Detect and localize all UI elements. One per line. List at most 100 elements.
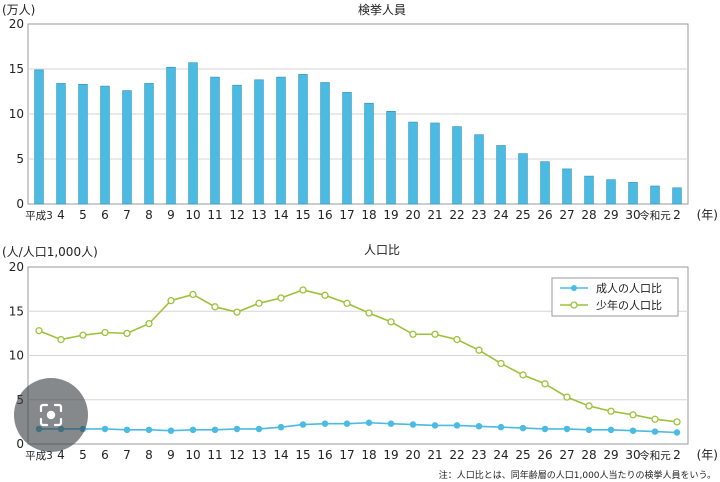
data-point (35, 327, 43, 335)
bar (364, 102, 374, 205)
x-tick-label: 26 (537, 208, 552, 222)
x-tick-label: 7 (123, 208, 131, 222)
y-tick-label: 15 (9, 62, 24, 76)
x-tick-label: 20 (405, 448, 420, 462)
x-tick-label: 14 (273, 208, 288, 222)
data-point (101, 328, 109, 337)
x-tick-label: 28 (581, 208, 596, 222)
data-point (123, 426, 131, 434)
bar (672, 187, 682, 205)
legend-label-juvenile: 少年の人口比 (596, 298, 662, 312)
data-point (189, 290, 197, 299)
google-lens-button[interactable] (14, 378, 88, 452)
data-point (651, 428, 659, 435)
bar (56, 83, 66, 205)
bar (188, 62, 198, 205)
data-point (629, 411, 637, 419)
x-tick-label: 25 (515, 448, 530, 462)
data-point (453, 335, 461, 344)
bar (166, 66, 176, 205)
x-tick-label: 12 (229, 208, 244, 222)
x-tick-label: 11 (207, 448, 222, 462)
data-point (563, 425, 571, 433)
x-tick-label: 30 (625, 208, 640, 222)
y-tick-label: 15 (9, 304, 24, 318)
bar (562, 168, 572, 205)
x-tick-label: 21 (427, 208, 442, 222)
data-point (519, 424, 527, 432)
x-tick-label: 14 (273, 448, 288, 462)
bar (122, 90, 132, 205)
data-point (101, 425, 109, 433)
x-tick-label: 10 (185, 208, 200, 222)
y-tick-label: 10 (9, 349, 24, 363)
data-point (607, 426, 615, 434)
x-tick-label: 19 (383, 448, 398, 462)
data-point (673, 429, 681, 436)
data-point (167, 427, 175, 434)
x-tick-label: 29 (603, 208, 618, 222)
legend-marker-adult (571, 285, 577, 291)
data-point (453, 422, 461, 429)
bar (474, 134, 484, 205)
data-point (277, 294, 285, 302)
data-point (233, 425, 241, 433)
x-tick-label: 15 (295, 208, 310, 222)
x-tick-label: 8 (145, 208, 153, 222)
x-tick-label: 16 (317, 208, 332, 222)
bar (386, 111, 396, 205)
bar (628, 182, 638, 205)
x-tick-label: 25 (515, 208, 530, 222)
bar (276, 76, 286, 205)
data-point (365, 309, 373, 317)
x-tick-label: 24 (493, 208, 508, 222)
x-tick-label: 平成3 (25, 450, 53, 462)
x-tick-label: 8 (145, 448, 153, 462)
data-point (585, 426, 593, 434)
data-point (409, 330, 417, 338)
data-point (387, 318, 395, 326)
data-point (365, 419, 373, 427)
data-point (145, 319, 153, 328)
data-point (145, 426, 153, 434)
bar (298, 74, 308, 205)
x-tick-label: 23 (471, 448, 486, 462)
x-tick-label: 5 (79, 448, 87, 462)
data-point (673, 418, 681, 426)
x-tick-label: 12 (229, 448, 244, 462)
y-tick-label: 0 (16, 437, 24, 451)
x-tick-label: 26 (537, 448, 552, 462)
bar (34, 69, 44, 205)
x-tick-label: 22 (449, 448, 464, 462)
data-point (123, 329, 131, 338)
chart-title: 人口比 (364, 243, 400, 257)
data-point (167, 296, 175, 305)
footnote: 注：人口比とは、同年齢層の人口1,000人当たりの検挙人員をいう。 (439, 469, 716, 481)
data-point (321, 420, 329, 427)
bar (78, 84, 88, 205)
x-tick-label: 5 (79, 208, 87, 222)
data-point (563, 393, 571, 401)
x-tick-label: 19 (383, 208, 398, 222)
bar (540, 161, 550, 205)
x-tick-label: 6 (101, 448, 109, 462)
data-point (541, 425, 549, 433)
x-tick-label: 7 (123, 448, 131, 462)
x-tick-label: 9 (167, 208, 175, 222)
data-point (585, 402, 593, 410)
x-tick-label: 18 (361, 208, 376, 222)
data-point (211, 303, 219, 311)
series-line (39, 421, 678, 434)
data-point (277, 423, 285, 431)
bar (518, 153, 528, 205)
x-tick-label: 令和元 (639, 209, 671, 222)
x-tick-label: 11 (207, 208, 222, 222)
x-tick-label: 22 (449, 208, 464, 222)
x-tick-label: 13 (251, 448, 266, 462)
x-tick-label: 2 (673, 448, 681, 462)
x-tick-label: 平成3 (25, 210, 53, 222)
x-tick-label: 24 (493, 448, 508, 462)
